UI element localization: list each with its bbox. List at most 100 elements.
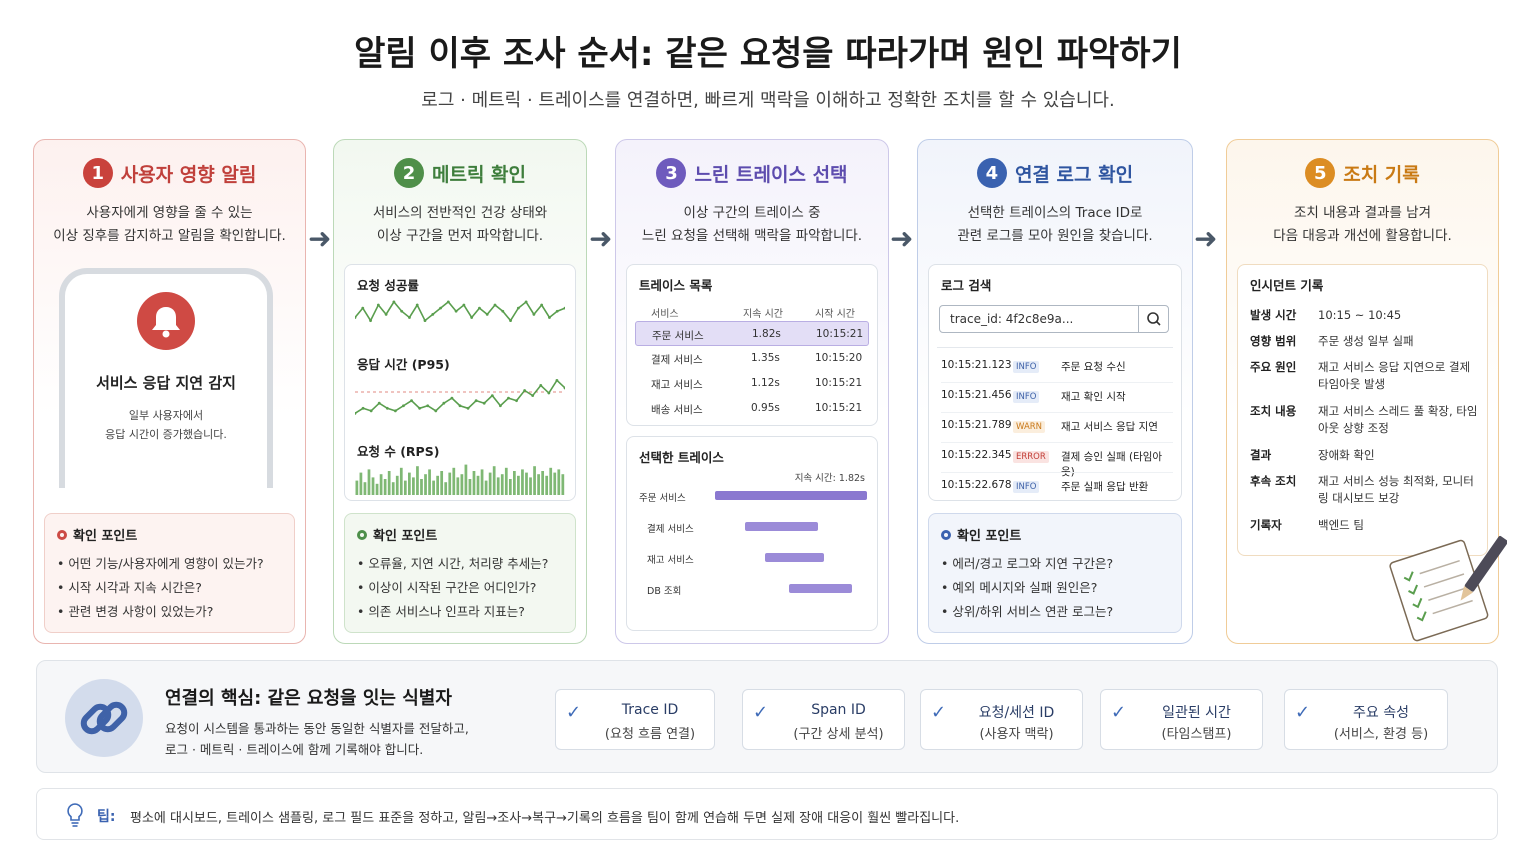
step-desc: 이상 구간을 먼저 파악합니다. <box>376 228 544 244</box>
incident-value: 10:15 ~ 10:45 <box>1318 308 1402 322</box>
bar <box>525 472 528 495</box>
check-points: 확인 포인트 에러/경고 로그와 지연 구간은?예외 메시지와 실패 원인은?상… <box>928 513 1182 633</box>
log-time: 10:15:22.345 <box>941 449 1012 461</box>
step-desc: 이상 징후를 감지하고 알림을 확인합니다. <box>53 228 286 244</box>
arrow-right-icon: ➜ <box>589 222 613 255</box>
table-row[interactable]: 결제 서비스 1.35s 10:15:20 <box>635 346 869 371</box>
search-icon[interactable] <box>1138 306 1168 332</box>
bar <box>476 475 480 495</box>
search-input[interactable]: trace_id: 4f2c8e9a... <box>939 305 1169 333</box>
arrow-right-icon: ➜ <box>308 222 332 255</box>
alert-title: 서비스 응답 지연 감지 <box>96 374 236 392</box>
core-desc: 요청이 시스템을 통과하는 동안 동일한 식별자를 전달하고, <box>165 721 469 736</box>
span-bar[interactable] <box>715 491 867 500</box>
identifier-badge: ✓ Span ID (구간 상세 분석) <box>742 689 905 750</box>
bar <box>496 477 500 495</box>
table-row[interactable]: 주문 서비스 1.82s 10:15:21 <box>635 321 869 346</box>
step-2-panel: 2 메트릭 확인 서비스의 전반적인 건강 상태와 이상 구간을 먼저 파악합니다.… <box>333 139 587 644</box>
list-item: 의존 서비스나 인프라 지표는? <box>357 600 548 624</box>
step-desc: 느린 요청을 선택해 맥락을 파악합니다. <box>641 228 863 244</box>
incident-key: 조치 내용 <box>1250 404 1297 418</box>
span-label: 결제 서비스 <box>647 524 694 535</box>
data-point <box>355 316 357 319</box>
data-point <box>470 316 474 319</box>
data-point <box>434 409 438 413</box>
check-title: 확인 포인트 <box>957 529 1022 544</box>
log-row[interactable]: 10:15:21.456 INFO 재고 확인 시작 <box>941 382 1173 407</box>
core-title: 연결의 핵심: 같은 요청을 잇는 식별자 <box>165 688 452 709</box>
bar <box>432 480 435 495</box>
log-level-badge: WARN <box>1013 421 1046 433</box>
data-point <box>490 394 494 397</box>
bar <box>444 482 448 495</box>
step-title: 사용자 영향 알림 <box>120 163 257 186</box>
table-row[interactable]: 재고 서비스 1.12s 10:15:21 <box>635 371 869 396</box>
incident-value: 백엔드 팀 <box>1318 518 1364 532</box>
bar <box>460 474 464 495</box>
data-point <box>355 411 357 415</box>
data-point <box>418 406 422 410</box>
table-row[interactable]: 배송 서비스 0.95s 10:15:21 <box>635 396 869 421</box>
log-row[interactable]: 10:15:22.678 INFO 주문 실패 응답 반환 <box>941 472 1173 497</box>
data-point <box>478 306 481 310</box>
span-bar[interactable] <box>765 553 825 562</box>
data-point <box>466 406 470 410</box>
span-bar[interactable] <box>745 522 819 531</box>
log-row[interactable]: 10:15:21.789 WARN 재고 서비스 응답 지연 <box>941 412 1173 437</box>
incident-record-card: 인시던트 기록 발생 시간 10:15 ~ 10:45 영향 범위 주문 생성 일부 … <box>1237 264 1488 556</box>
step-title: 연결 로그 확인 <box>1014 163 1134 186</box>
log-message: 재고 확인 시작 <box>1061 391 1126 403</box>
log-time: 10:15:21.789 <box>941 419 1012 431</box>
table-cell: 0.95s <box>751 402 780 414</box>
bar <box>379 474 383 495</box>
bar <box>395 475 399 495</box>
data-point <box>485 312 489 316</box>
log-message: 재고 서비스 응답 지연 <box>1061 421 1158 433</box>
badge-sub: (요청 흐름 연결) <box>604 727 696 742</box>
checklist-pencil-icon <box>1377 528 1508 647</box>
data-point <box>384 312 388 316</box>
bar <box>416 466 419 495</box>
row-divider <box>941 382 1173 383</box>
data-point <box>548 316 551 319</box>
bar <box>375 483 379 495</box>
bar <box>508 479 512 495</box>
bar <box>359 472 363 495</box>
span-bar[interactable] <box>789 584 852 593</box>
step-5-panel: 5 조치 기록 조치 내용과 결과를 남겨 다음 대응과 개선에 활용합니다. 인시… <box>1226 139 1508 644</box>
bar <box>545 475 549 495</box>
bar <box>464 464 468 495</box>
step-desc: 사용자에게 영향을 줄 수 있는 <box>86 205 253 221</box>
log-search-title: 로그 검색 <box>941 278 992 293</box>
data-point <box>532 312 536 316</box>
incident-key: 발생 시간 <box>1250 308 1297 322</box>
tip-label: 팁: <box>97 809 116 825</box>
data-point <box>423 319 427 322</box>
bar <box>553 472 557 495</box>
badge-sub: (타임스탬프) <box>1161 727 1232 742</box>
badge-label: 일관된 시간 <box>1162 705 1231 721</box>
bar <box>557 469 561 495</box>
bar <box>412 477 415 495</box>
bar <box>513 471 516 495</box>
data-point <box>410 399 413 403</box>
data-point <box>474 399 478 403</box>
step-desc: 조치 내용과 결과를 남겨 <box>1293 205 1432 221</box>
log-row[interactable]: 10:15:21.123 INFO 주문 요청 수신 <box>941 357 1173 377</box>
bar <box>484 480 488 495</box>
list-item: 관련 변경 사항이 있었는가? <box>57 600 264 624</box>
bar <box>561 474 565 495</box>
data-point <box>509 319 512 322</box>
badge-sub: (구간 상세 분석) <box>793 727 884 742</box>
column-header: 지속 시간 <box>743 309 783 320</box>
series-line <box>355 300 565 323</box>
list-item: 상위/하위 서비스 연관 로그는? <box>941 600 1113 624</box>
data-point <box>376 303 380 307</box>
list-item: 에러/경고 로그와 지연 구간은? <box>941 552 1113 576</box>
badge-sub: (사용자 맥락) <box>979 727 1054 742</box>
table-cell: 10:15:21 <box>815 402 863 414</box>
tip-text: 평소에 대시보드, 트레이스 샘플링, 로그 필드 표준을 정하고, 알림→조사… <box>130 811 960 826</box>
span-label: 주문 서비스 <box>639 493 686 504</box>
bar <box>355 480 359 495</box>
log-row[interactable]: 10:15:22.345 ERROR 결제 승인 실패 (타임아웃) <box>941 442 1173 478</box>
